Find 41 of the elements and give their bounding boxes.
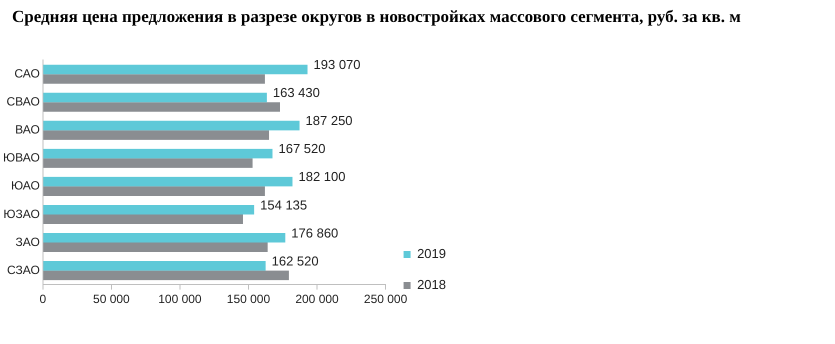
bar [43, 232, 286, 243]
x-tick-label: 200 000 [295, 292, 340, 306]
legend-label: 2018 [417, 277, 446, 292]
legend-label: 2019 [417, 246, 446, 262]
data-label: 162 520 [272, 253, 319, 268]
bar [43, 64, 308, 74]
bar [43, 120, 300, 130]
bar [43, 261, 266, 271]
x-tick-label: 100 000 [158, 292, 202, 306]
bar [43, 158, 253, 168]
bar [43, 270, 289, 280]
x-tick-label: 150 000 [226, 292, 270, 306]
y-tick-label: ЗАО [15, 234, 40, 249]
y-tick-label: СВАО [6, 94, 40, 109]
y-tick-label: ЮВАО [2, 150, 40, 165]
bar [43, 214, 243, 224]
bar [43, 186, 265, 196]
bar [43, 242, 268, 252]
bar [43, 102, 280, 112]
data-label: 176 860 [291, 225, 338, 240]
y-tick-label: ВАО [15, 122, 40, 137]
data-label: 163 430 [272, 85, 320, 100]
data-label: 167 520 [278, 141, 326, 156]
bar [43, 148, 272, 158]
x-tick-label: 0 [39, 292, 46, 306]
data-label: 193 070 [314, 57, 361, 72]
bar [43, 130, 270, 140]
bar [43, 74, 265, 84]
bar [43, 92, 267, 102]
y-tick-label: ЮАО [10, 178, 40, 193]
x-tick-label: 250 000 [364, 292, 408, 306]
y-tick-label: САО [14, 66, 40, 81]
y-tick-label: ЮЗАО [3, 206, 40, 221]
bar [43, 176, 292, 186]
y-tick-label: СЗАО [6, 262, 40, 277]
bar [43, 204, 254, 214]
data-label: 187 250 [306, 113, 353, 128]
chart-title: Средняя цена предложения в разрезе округов в новостройках массового сегмента, руб. за кв. м [12, 6, 742, 28]
data-label: 182 100 [298, 169, 346, 184]
data-label: 154 135 [260, 197, 308, 212]
x-tick-label: 50 000 [93, 292, 130, 306]
